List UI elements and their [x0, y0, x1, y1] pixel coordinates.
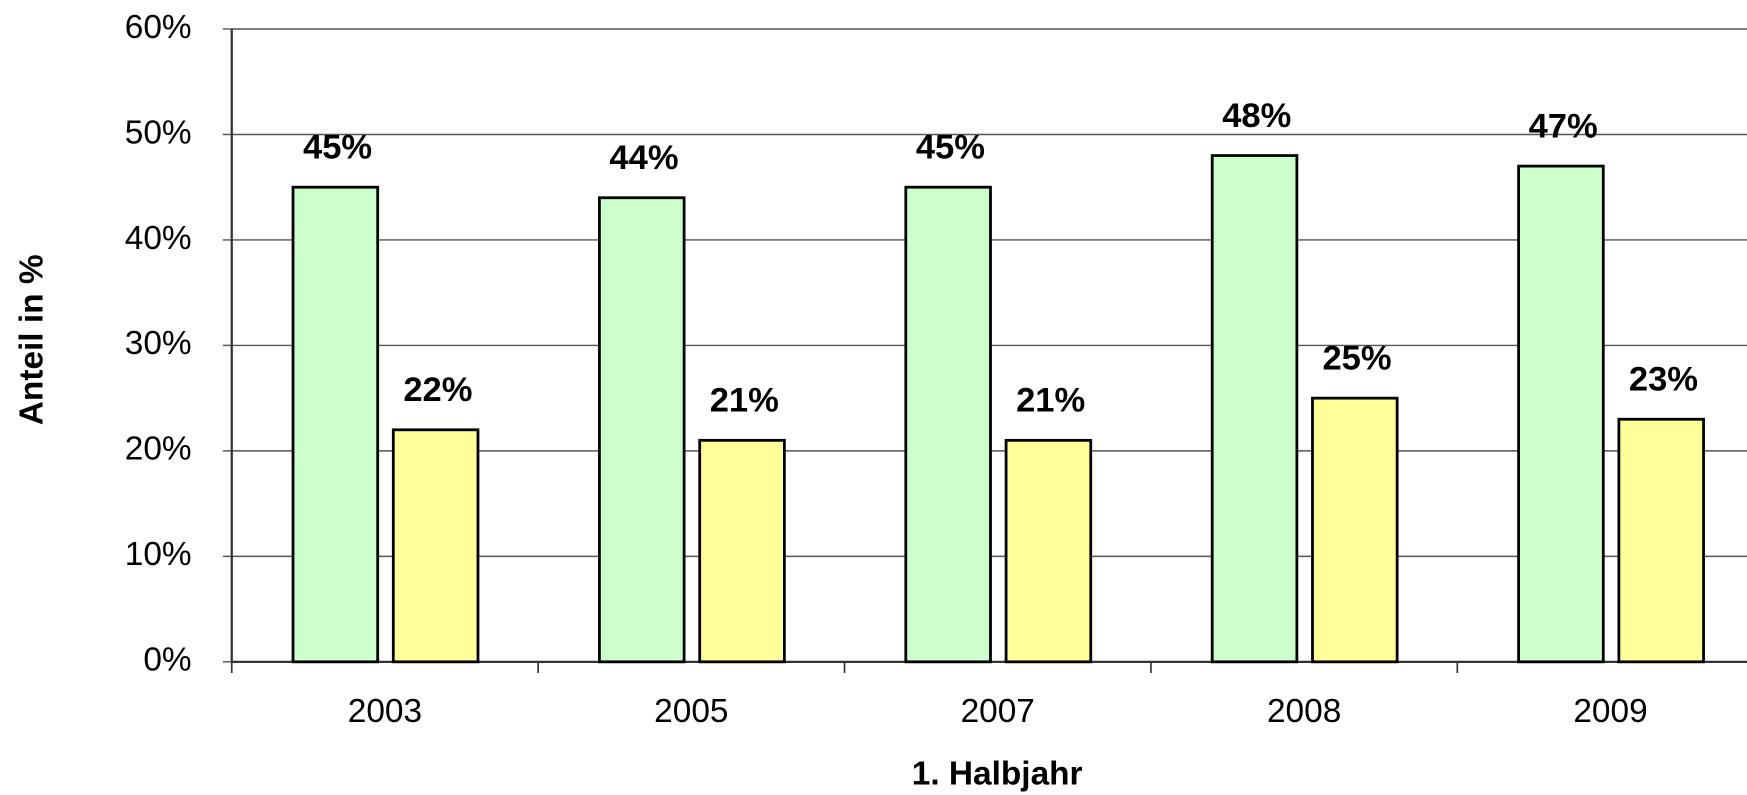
y-axis-title: Anteil in %: [13, 254, 50, 425]
x-tick-label: 2008: [1267, 693, 1341, 730]
value-label: 21%: [1016, 382, 1085, 420]
y-tick-label: 20%: [125, 431, 192, 468]
bar: [391, 428, 480, 664]
bar: [1004, 438, 1093, 664]
value-label: 25%: [1322, 339, 1391, 377]
y-tick-label: 0%: [143, 642, 191, 679]
x-tick-label: 2003: [348, 693, 422, 730]
bar: [598, 196, 686, 664]
value-label: 45%: [916, 128, 985, 166]
value-label: 23%: [1629, 360, 1698, 398]
x-tick-label: 2007: [961, 693, 1035, 730]
value-label: 45%: [303, 128, 372, 166]
value-label: 21%: [710, 382, 779, 420]
y-tick-label: 60%: [125, 9, 192, 46]
value-label: 48%: [1222, 97, 1291, 135]
bar: [904, 185, 992, 664]
bar: [1210, 154, 1299, 664]
bar: [291, 185, 380, 664]
y-tick-label: 50%: [125, 114, 192, 151]
bar: [1517, 164, 1605, 664]
y-tick-label: 10%: [125, 536, 192, 573]
value-label: 22%: [403, 371, 472, 409]
bar: [1617, 417, 1705, 664]
value-label: 47%: [1529, 107, 1598, 145]
x-tick-label: 2009: [1573, 693, 1647, 730]
x-tick-label: 2005: [654, 693, 728, 730]
y-tick-label: 30%: [125, 325, 192, 362]
bar: [1311, 396, 1399, 664]
bar: [698, 438, 786, 664]
value-label: 44%: [609, 139, 678, 177]
y-tick-label: 40%: [125, 220, 192, 257]
x-axis-title: 1. Halbjahr: [912, 755, 1083, 792]
